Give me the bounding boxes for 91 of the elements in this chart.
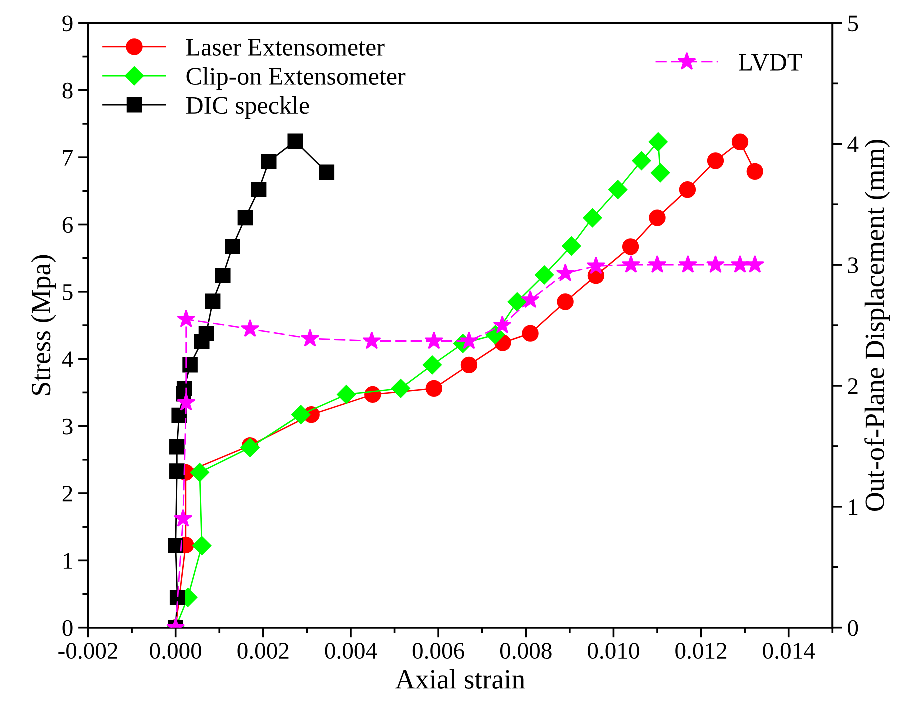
legend-label: DIC speckle	[186, 96, 310, 120]
point	[192, 536, 212, 556]
point	[730, 255, 750, 274]
y-tick-label: 8	[62, 82, 73, 99]
x-tick-label: 0.006	[412, 643, 464, 660]
y-tick-label: 2	[62, 486, 72, 502]
point	[362, 332, 382, 350]
point	[238, 210, 254, 226]
legend-label: Clip-on Extensometer	[186, 67, 406, 90]
point	[198, 326, 214, 342]
y2-tick-label: 0	[848, 620, 858, 636]
legend-label: Laser Extensometer	[186, 39, 385, 56]
point	[746, 163, 764, 180]
point	[424, 332, 444, 350]
y-tick-label: 9	[62, 16, 73, 32]
point	[460, 332, 478, 350]
point	[648, 255, 667, 274]
x-tick-label: 0.012	[676, 643, 727, 660]
y-tick-label: 3	[63, 418, 73, 435]
point	[205, 294, 221, 309]
point	[493, 316, 512, 334]
x-tick-label: -0.002	[58, 643, 118, 660]
point	[608, 180, 628, 200]
legend-label: LVDT	[739, 54, 802, 72]
y-axis-title: Stress (Mpa)	[31, 255, 56, 396]
point	[319, 164, 335, 180]
x-axis-title: Axial strain	[396, 669, 526, 689]
point	[174, 509, 193, 528]
point	[391, 379, 410, 398]
x-tick-label: 0.004	[325, 643, 378, 660]
y-tick-label: 1	[64, 553, 72, 569]
point	[622, 238, 640, 256]
point	[426, 380, 443, 398]
y-tick-label: 5	[63, 284, 73, 300]
point	[732, 134, 749, 150]
point	[168, 538, 184, 554]
point	[170, 464, 185, 479]
point	[557, 294, 574, 310]
point	[460, 356, 478, 374]
point	[679, 181, 696, 198]
point	[170, 590, 186, 606]
point	[649, 210, 666, 226]
point	[562, 236, 582, 256]
y2-axis-title: Out-of-Plane Displacement (mm)	[864, 140, 890, 512]
point	[300, 329, 320, 347]
point	[678, 255, 698, 274]
point	[556, 264, 575, 282]
y-tick-label: 7	[63, 150, 74, 166]
x-tick-label: 0.000	[150, 643, 202, 660]
y2-tick-label: 1	[849, 500, 858, 516]
point	[182, 358, 198, 373]
point	[288, 134, 304, 150]
point	[177, 393, 196, 411]
x-tick-label: 0.014	[763, 643, 816, 660]
point	[337, 385, 356, 404]
point	[521, 290, 540, 308]
point	[706, 255, 726, 274]
x-tick-label: 0.008	[500, 643, 552, 660]
point	[522, 325, 539, 342]
y2-tick-label: 4	[848, 136, 859, 152]
point	[170, 439, 185, 455]
point	[190, 463, 210, 482]
point	[534, 266, 554, 285]
y2-tick-label: 2	[848, 378, 858, 394]
point	[225, 239, 240, 255]
point	[240, 438, 260, 458]
y-tick-label: 6	[62, 217, 73, 234]
point	[215, 268, 231, 284]
point	[177, 310, 196, 328]
point	[176, 381, 192, 396]
point	[586, 256, 606, 274]
y2-tick-label: 3	[848, 258, 858, 274]
point	[292, 405, 311, 424]
y2-tick-label: 5	[848, 16, 858, 32]
point	[648, 132, 668, 152]
point	[707, 152, 724, 170]
point	[651, 163, 670, 183]
y-tick-label: 4	[62, 352, 74, 368]
point	[422, 356, 442, 375]
point	[746, 255, 764, 274]
point	[172, 408, 187, 424]
x-tick-label: 0.002	[238, 643, 289, 660]
y-tick-label: 0	[62, 620, 73, 636]
point	[508, 292, 527, 312]
point	[241, 319, 260, 338]
point	[261, 154, 277, 170]
x-tick-label: 0.010	[588, 643, 640, 660]
point	[251, 182, 267, 198]
point	[632, 151, 652, 170]
point	[583, 208, 602, 228]
point	[622, 255, 641, 274]
